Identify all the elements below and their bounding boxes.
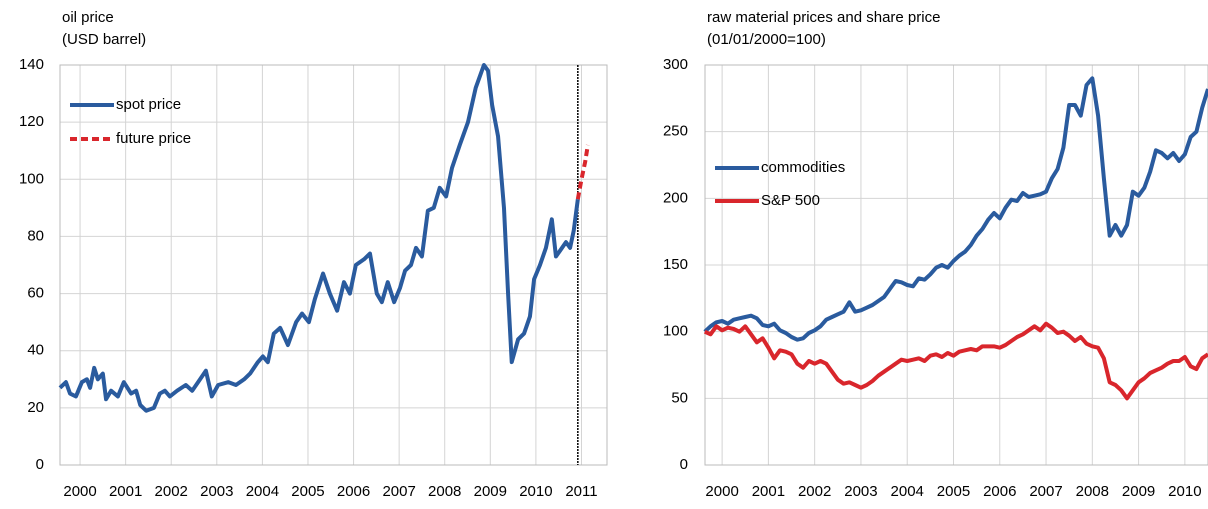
chart-title: raw material prices and share price [707, 9, 940, 26]
y-tick-label: 0 [680, 456, 688, 473]
x-tick-label: 2009 [474, 483, 507, 500]
x-tick-label: 2009 [1122, 483, 1155, 500]
legend-label: S&P 500 [761, 192, 820, 209]
panel: raw material prices and share price (01/0… [663, 9, 1208, 500]
x-tick-label: 2011 [565, 483, 597, 500]
x-tick-label: 2002 [798, 483, 831, 500]
legend-label: commodities [761, 159, 845, 176]
y-tick-label: 300 [663, 56, 688, 73]
x-tick-label: 2004 [246, 483, 279, 500]
x-tick-label: 2010 [519, 483, 552, 500]
chart-subtitle: (01/01/2000=100) [707, 31, 826, 48]
y-tick-label: 0 [36, 456, 44, 473]
chart-title: oil price [62, 9, 114, 26]
y-tick-label: 100 [663, 323, 688, 340]
x-tick-label: 2010 [1168, 483, 1201, 500]
x-tick-label: 2003 [200, 483, 233, 500]
x-tick-label: 2008 [428, 483, 461, 500]
plot-frame [59, 64, 608, 466]
x-tick-label: 2005 [291, 483, 324, 500]
data-line [58, 63, 580, 413]
x-tick-label: 2007 [382, 483, 415, 500]
x-tick-label: 2006 [337, 483, 370, 500]
y-tick-label: 80 [27, 227, 44, 244]
y-tick-label: 20 [27, 399, 44, 416]
x-tick-label: 2007 [1029, 483, 1062, 500]
y-tick-label: 120 [19, 113, 44, 130]
legend: spot price future price [70, 96, 191, 147]
x-tick-label: 2005 [937, 483, 970, 500]
y-tick-label: 140 [19, 56, 44, 73]
x-tick-label: 2002 [155, 483, 188, 500]
legend: commodities S&P 500 [715, 159, 845, 209]
data-line [703, 76, 1208, 342]
y-tick-label: 250 [663, 123, 688, 140]
x-tick-label: 2008 [1076, 483, 1109, 500]
x-tick-label: 2003 [844, 483, 877, 500]
x-tick-label: 2001 [109, 483, 142, 500]
x-tick-label: 2001 [752, 483, 785, 500]
legend-label: spot price [116, 96, 181, 113]
x-tick-label: 2004 [891, 483, 924, 500]
x-tick-label: 2006 [983, 483, 1016, 500]
legend-label: future price [116, 130, 191, 147]
y-tick-label: 50 [671, 389, 688, 406]
y-tick-label: 60 [27, 285, 44, 302]
y-tick-label: 150 [663, 256, 688, 273]
chart-subtitle: (USD barrel) [62, 31, 146, 48]
data-line [575, 144, 590, 200]
x-tick-label: 2000 [705, 483, 738, 500]
y-tick-label: 100 [19, 170, 44, 187]
y-tick-label: 200 [663, 189, 688, 206]
y-tick-label: 40 [27, 342, 44, 359]
panel: oil price (USD barrel) 0 20 40 60 80 100 120 140 2… [19, 9, 608, 500]
x-tick-label: 2000 [63, 483, 96, 500]
data-line [703, 321, 1208, 401]
plot-frame [704, 64, 1208, 466]
